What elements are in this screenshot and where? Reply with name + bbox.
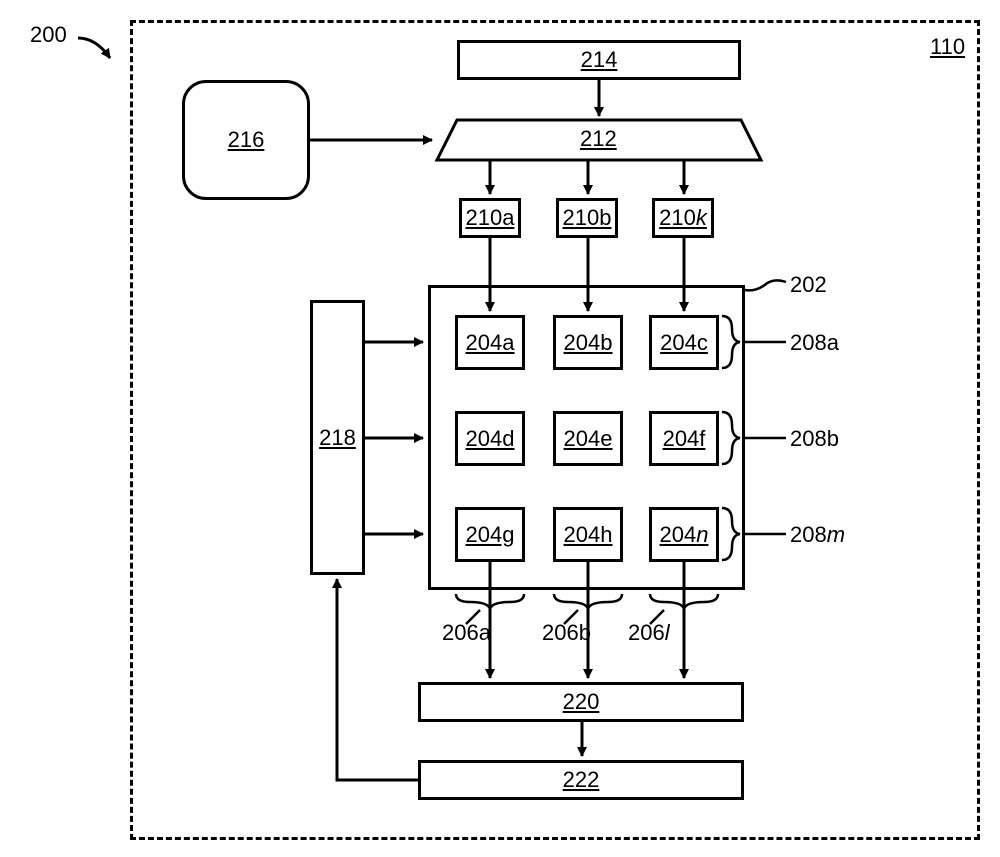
diagram-stage: 200 110 214 216 212 210a 210b 210k /*noo… [0, 0, 1000, 857]
arrows-layer [0, 0, 1000, 857]
